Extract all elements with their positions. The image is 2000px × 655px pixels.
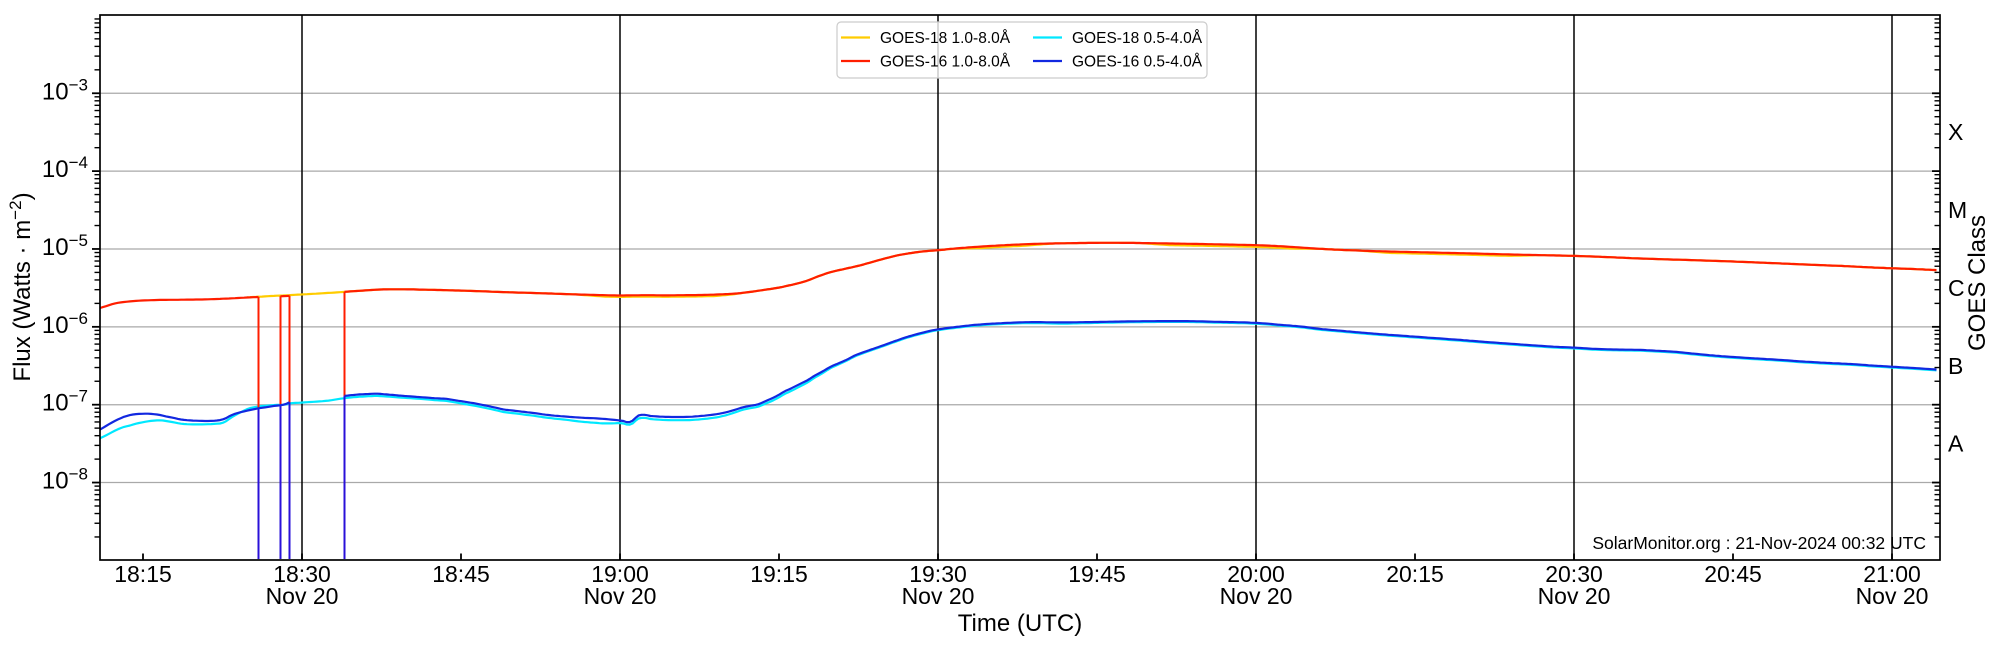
- svg-text:20:30: 20:30: [1545, 561, 1603, 587]
- svg-text:19:15: 19:15: [750, 561, 808, 587]
- svg-text:Nov 20: Nov 20: [584, 583, 657, 609]
- svg-text:21:00: 21:00: [1863, 561, 1921, 587]
- svg-text:Nov 20: Nov 20: [1220, 583, 1293, 609]
- svg-text:X: X: [1948, 119, 1963, 145]
- svg-text:Time (UTC): Time (UTC): [958, 610, 1082, 637]
- svg-text:Flux (Watts · m−2): Flux (Watts · m−2): [6, 192, 36, 381]
- svg-text:GOES Class: GOES Class: [1964, 215, 1991, 351]
- svg-text:A: A: [1948, 431, 1964, 457]
- svg-text:GOES-18 0.5-4.0Å: GOES-18 0.5-4.0Å: [1072, 30, 1203, 47]
- svg-text:GOES-16 1.0-8.0Å: GOES-16 1.0-8.0Å: [880, 54, 1011, 71]
- svg-text:18:45: 18:45: [432, 561, 490, 587]
- svg-text:18:15: 18:15: [114, 561, 172, 587]
- svg-text:SolarMonitor.org : 21-Nov-2024: SolarMonitor.org : 21-Nov-2024 00:32 UTC: [1592, 533, 1926, 553]
- svg-text:B: B: [1948, 353, 1963, 379]
- svg-text:10−5: 10−5: [42, 231, 88, 261]
- svg-text:M: M: [1948, 197, 1967, 223]
- svg-text:C: C: [1948, 275, 1965, 301]
- svg-text:19:30: 19:30: [909, 561, 967, 587]
- svg-text:Nov 20: Nov 20: [266, 583, 339, 609]
- svg-text:GOES-16 0.5-4.0Å: GOES-16 0.5-4.0Å: [1072, 54, 1203, 71]
- svg-text:20:45: 20:45: [1704, 561, 1762, 587]
- svg-text:Nov 20: Nov 20: [1538, 583, 1611, 609]
- svg-text:19:00: 19:00: [591, 561, 649, 587]
- svg-text:Nov 20: Nov 20: [1856, 583, 1929, 609]
- svg-text:Nov 20: Nov 20: [902, 583, 975, 609]
- svg-text:18:30: 18:30: [273, 561, 331, 587]
- svg-text:20:15: 20:15: [1386, 561, 1444, 587]
- svg-text:19:45: 19:45: [1068, 561, 1126, 587]
- svg-text:20:00: 20:00: [1227, 561, 1285, 587]
- svg-text:GOES-18 1.0-8.0Å: GOES-18 1.0-8.0Å: [880, 30, 1011, 47]
